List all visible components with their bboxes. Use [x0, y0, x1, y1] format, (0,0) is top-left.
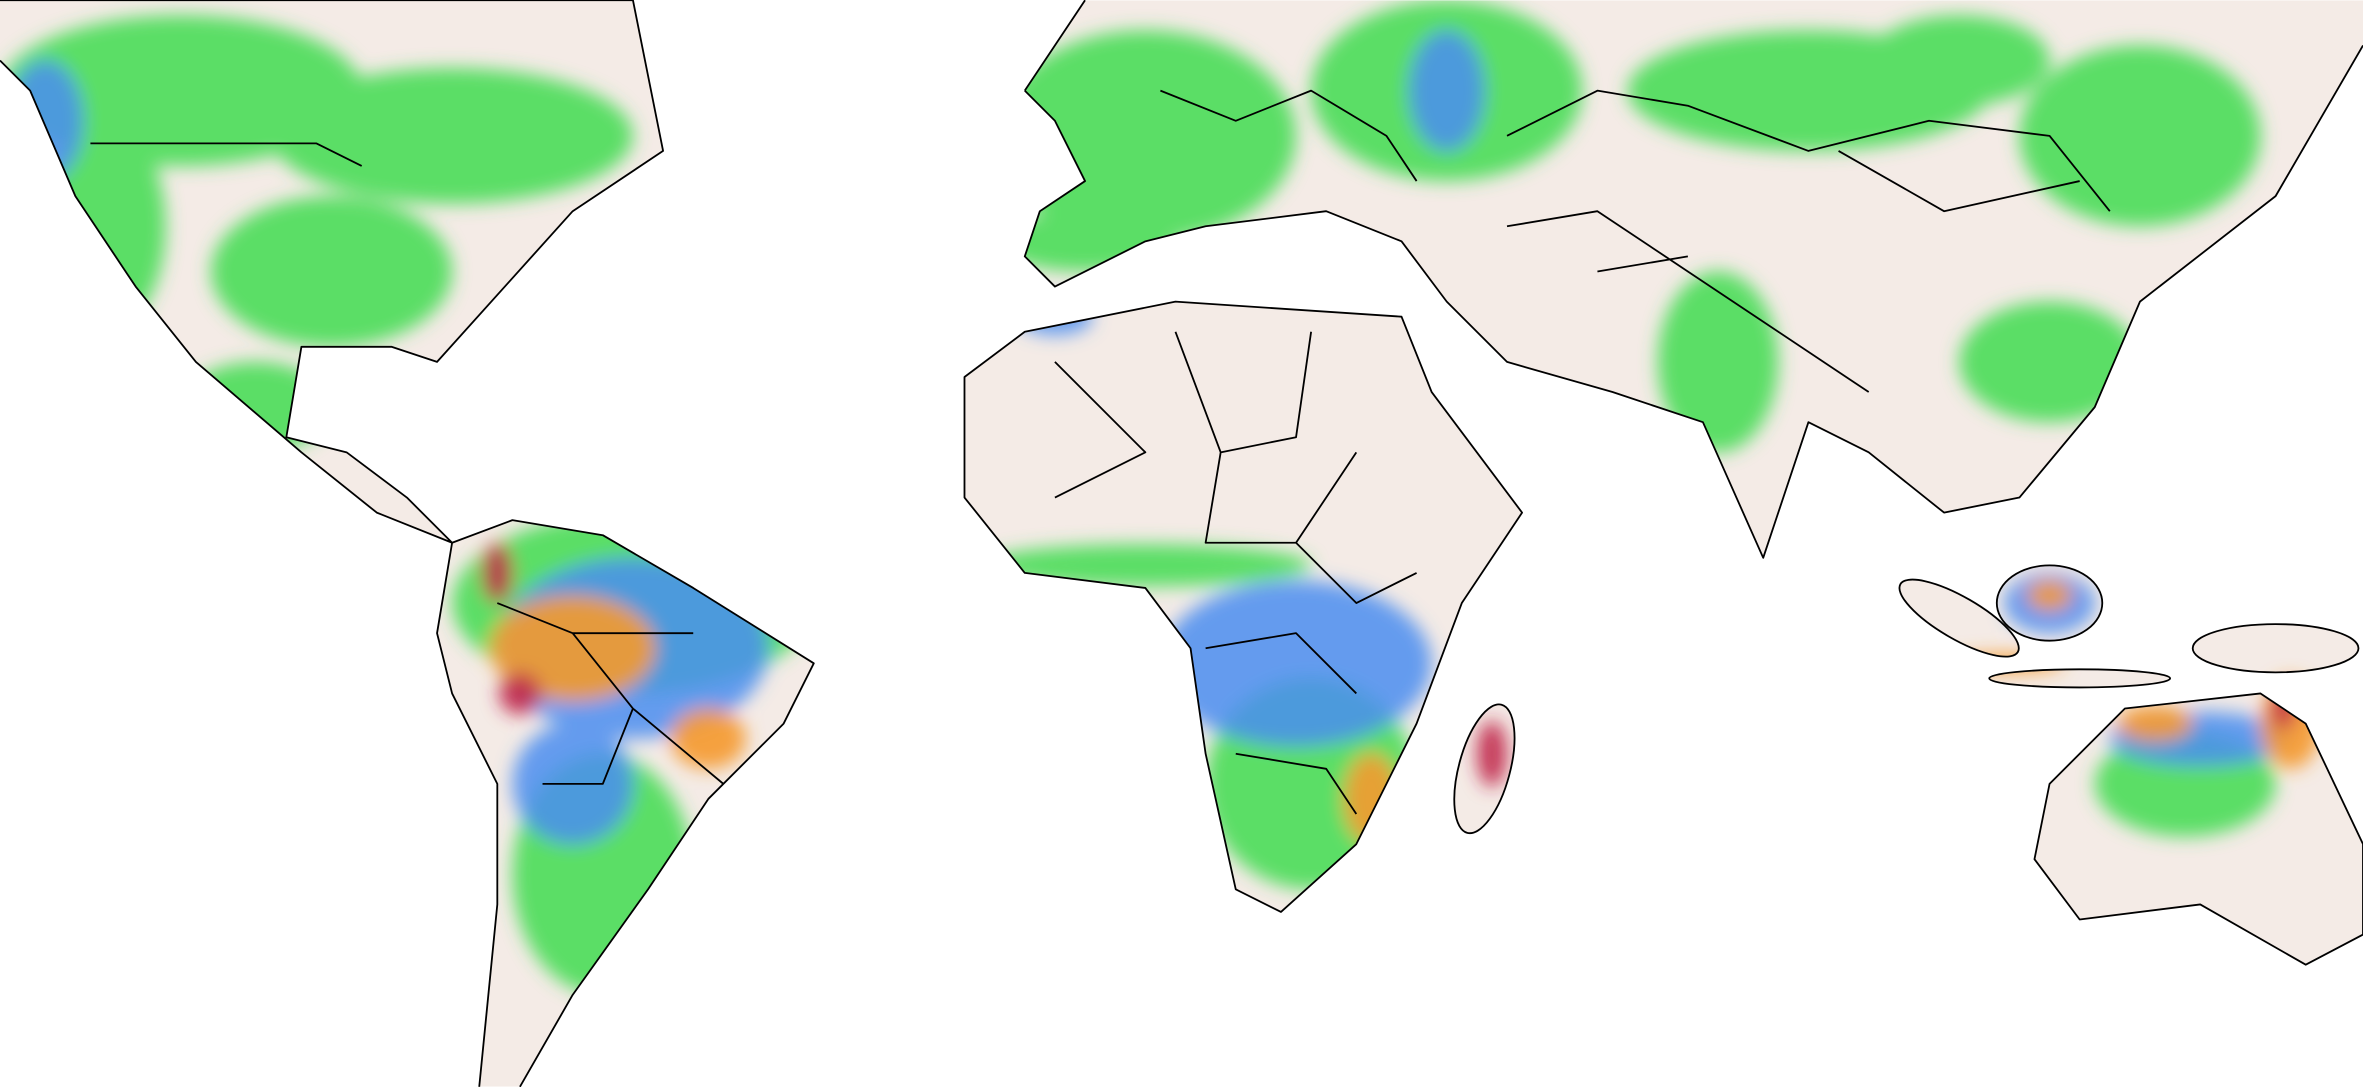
eurasia-borders — [1160, 89, 2111, 393]
new-guinea-outline — [2191, 623, 2360, 674]
us-canada-border — [90, 142, 363, 167]
eurasia-outline — [1023, 0, 2363, 559]
australia-outline — [2033, 692, 2363, 966]
africa-borders — [1054, 331, 1417, 815]
borneo-outline — [1995, 564, 2104, 642]
south-america-outline — [436, 519, 815, 1087]
madagascar-outline — [1453, 703, 1516, 835]
africa-outline — [963, 300, 1523, 913]
java-outline — [1988, 668, 2172, 689]
north-america-outline — [0, 0, 664, 544]
south-america-borders — [496, 602, 724, 785]
sumatra-outline — [1898, 578, 2020, 658]
